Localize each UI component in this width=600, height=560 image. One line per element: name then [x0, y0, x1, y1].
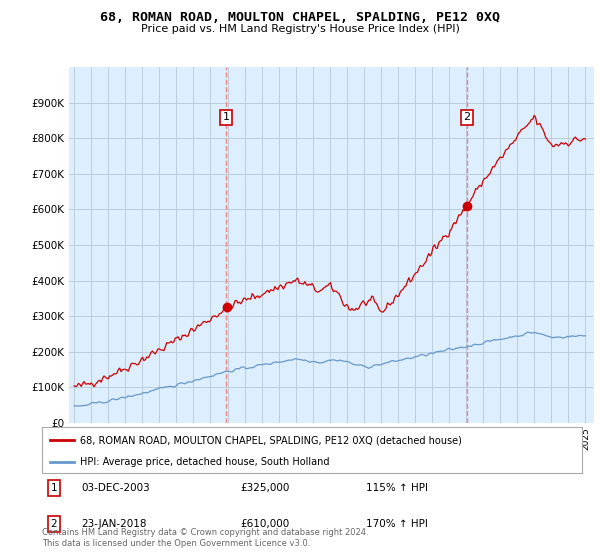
Text: 2: 2	[463, 113, 470, 123]
Text: 68, ROMAN ROAD, MOULTON CHAPEL, SPALDING, PE12 0XQ (detached house): 68, ROMAN ROAD, MOULTON CHAPEL, SPALDING…	[80, 435, 461, 445]
Text: £325,000: £325,000	[240, 483, 289, 493]
Text: HPI: Average price, detached house, South Holland: HPI: Average price, detached house, Sout…	[80, 457, 329, 466]
Text: 1: 1	[223, 113, 230, 123]
Text: 23-JAN-2018: 23-JAN-2018	[81, 519, 146, 529]
Text: 1: 1	[50, 483, 58, 493]
Text: 115% ↑ HPI: 115% ↑ HPI	[366, 483, 428, 493]
Text: Contains HM Land Registry data © Crown copyright and database right 2024.
This d: Contains HM Land Registry data © Crown c…	[42, 528, 368, 548]
Text: 2: 2	[50, 519, 58, 529]
Text: £610,000: £610,000	[240, 519, 289, 529]
Text: 03-DEC-2003: 03-DEC-2003	[81, 483, 150, 493]
Text: 170% ↑ HPI: 170% ↑ HPI	[366, 519, 428, 529]
Text: Price paid vs. HM Land Registry's House Price Index (HPI): Price paid vs. HM Land Registry's House …	[140, 24, 460, 34]
Text: 68, ROMAN ROAD, MOULTON CHAPEL, SPALDING, PE12 0XQ: 68, ROMAN ROAD, MOULTON CHAPEL, SPALDING…	[100, 11, 500, 24]
